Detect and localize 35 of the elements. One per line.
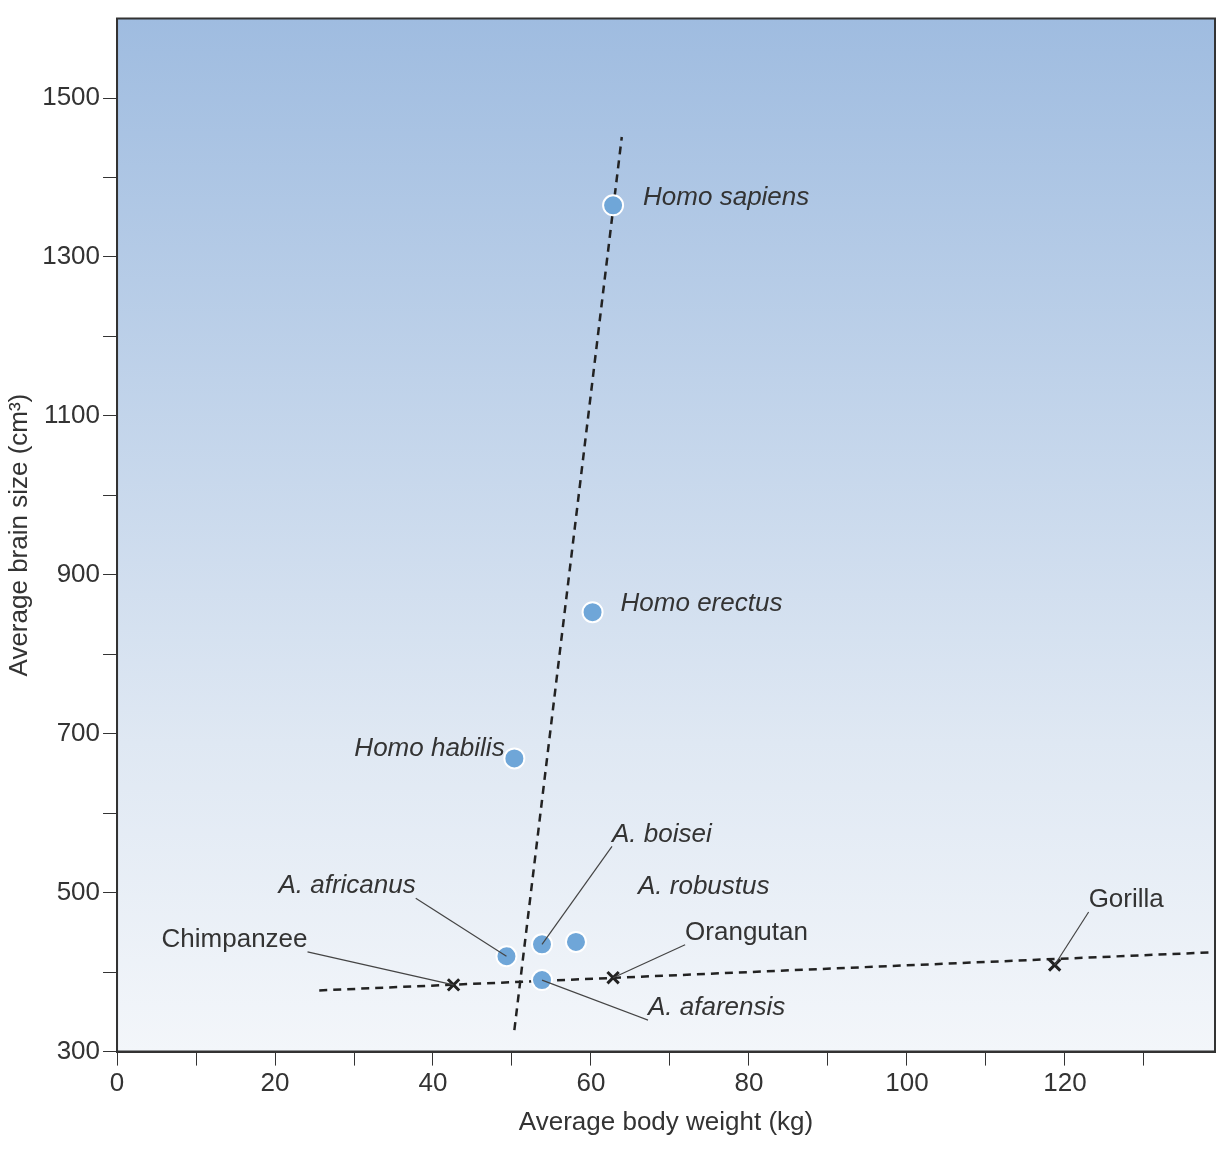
point [495,945,518,968]
y-tick-label: 300 [56,1034,101,1065]
x-tick-label: 0 [109,1067,125,1098]
annotation: A. boisei [610,817,713,848]
point [446,977,461,993]
y-tick-label: 1100 [44,399,101,430]
x-tick-label: 120 [1043,1067,1087,1098]
point [1047,957,1062,973]
x-axis-title: Average body weight (kg) [518,1105,814,1136]
annotation: Homo sapiens [643,180,810,211]
annotation: Homo habilis [354,731,505,762]
y-tick-label: 900 [56,558,101,588]
point [531,933,554,956]
y-tick-label: 1500 [42,81,101,112]
annotation: A. afarensis [646,991,786,1022]
annotation: Chimpanzee [161,923,308,954]
x-tick-label: 100 [885,1067,929,1098]
y-tick-label: 1300 [42,240,101,271]
x-tick-label: 80 [734,1067,764,1098]
annotation: A. africanus [276,869,416,900]
point [581,601,604,624]
point [531,969,554,992]
x-tick-label: 60 [576,1067,606,1098]
x-tick-label: 40 [418,1067,448,1098]
point [602,194,625,217]
point [564,930,587,953]
y-tick-label: 700 [56,716,101,747]
annotation: Homo erectus [620,587,783,618]
y-axis-title: Average brain size (cm³) [2,393,33,677]
point [503,747,526,770]
annotation: Gorilla [1088,883,1165,914]
annotation: Orangutan [685,915,808,946]
x-tick-label: 20 [260,1067,290,1098]
y-tick-label: 500 [56,875,101,906]
annotation: A. robustus [635,870,770,901]
